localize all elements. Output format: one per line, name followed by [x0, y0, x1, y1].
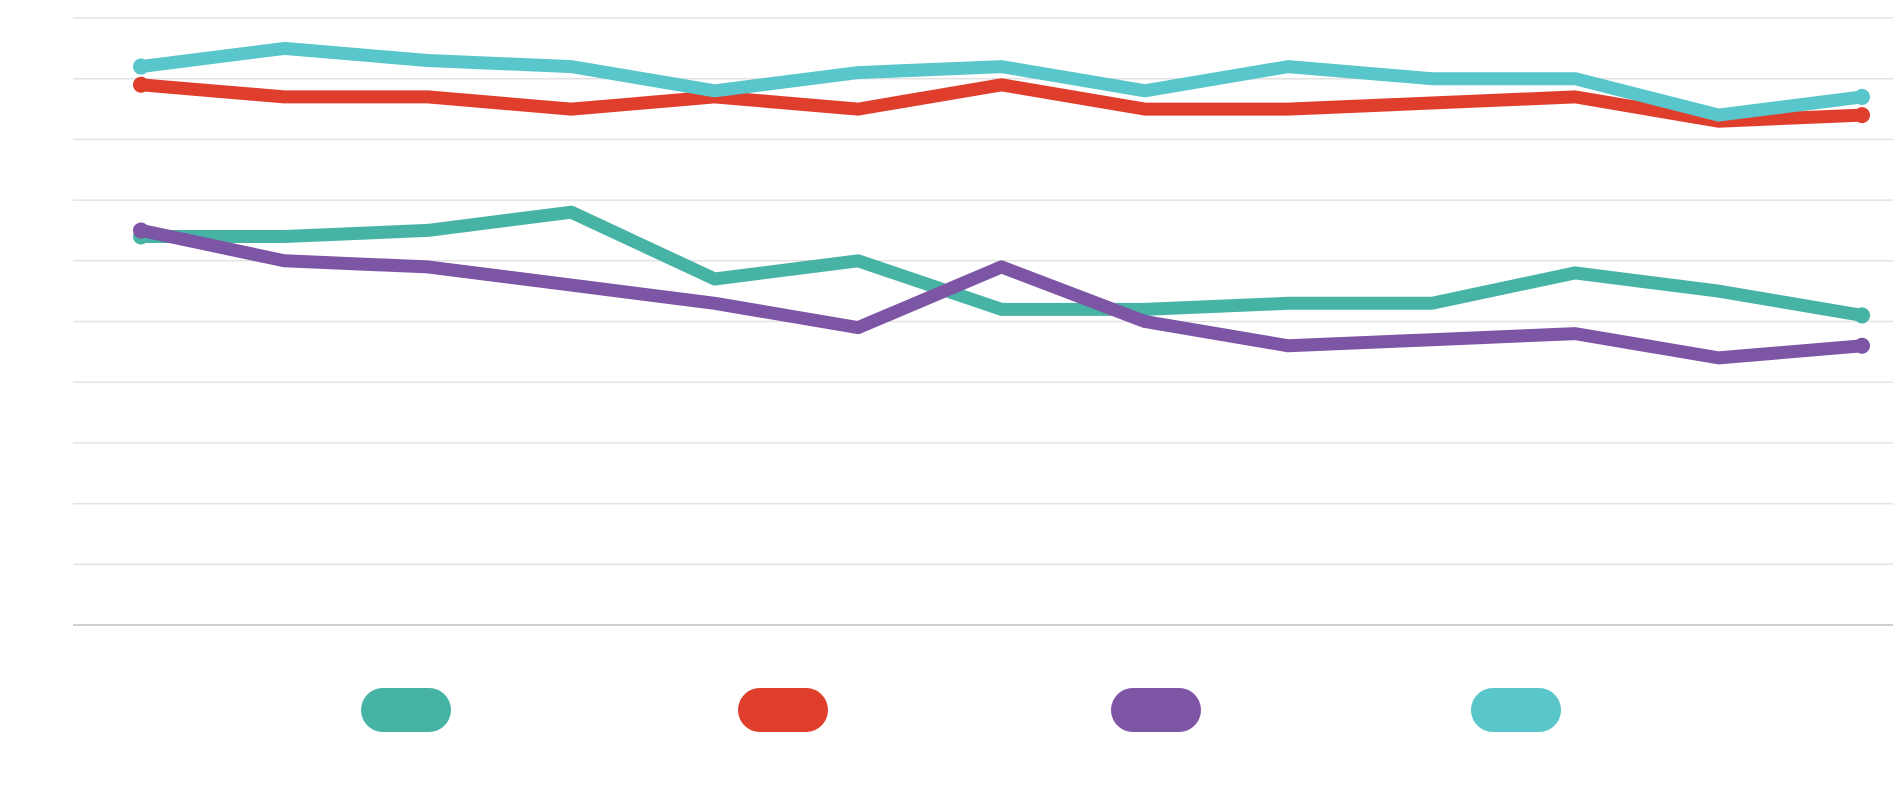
series-2 [133, 76, 1870, 128]
legend-swatch[interactable] [1471, 688, 1561, 732]
data-point [133, 76, 149, 93]
series-4 [133, 41, 1870, 122]
series-line [134, 223, 1869, 365]
data-point [133, 58, 149, 75]
data-point [133, 222, 149, 239]
series-line [134, 205, 1869, 322]
legend-swatch[interactable] [1111, 688, 1201, 732]
data-point [1854, 88, 1870, 105]
legend-swatch[interactable] [738, 688, 828, 732]
series-3 [133, 222, 1870, 365]
data-point [1854, 107, 1870, 124]
legend-swatch[interactable] [361, 688, 451, 732]
series-line [134, 78, 1869, 128]
data-point [1854, 337, 1870, 354]
series-line [134, 41, 1869, 122]
series-lines [133, 41, 1870, 365]
data-point [1854, 307, 1870, 324]
legend [361, 688, 1561, 732]
